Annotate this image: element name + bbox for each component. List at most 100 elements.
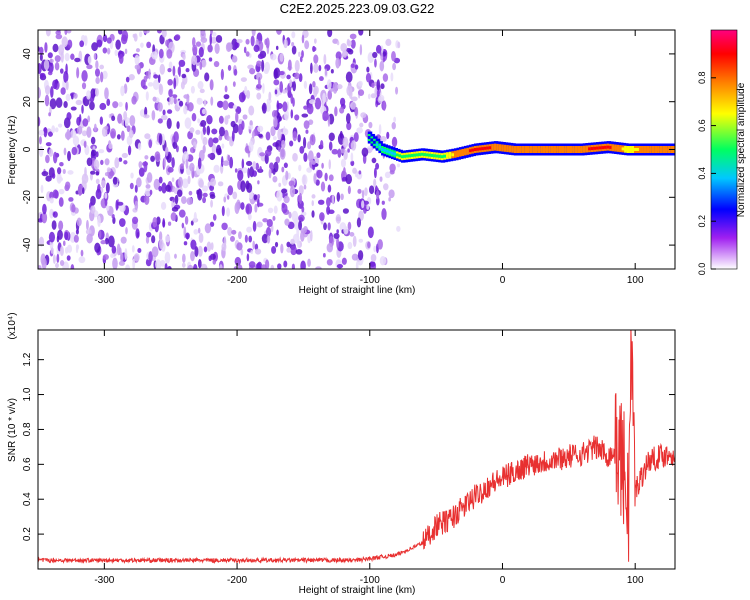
noise-speckle: [339, 107, 345, 114]
noise-speckle: [179, 163, 184, 170]
noise-speckle: [198, 179, 204, 188]
track-core: [420, 152, 426, 156]
noise-speckle: [111, 115, 116, 122]
noise-speckle: [223, 196, 227, 203]
noise-speckle: [49, 208, 54, 219]
track-core: [395, 153, 401, 157]
noise-speckle: [380, 136, 387, 143]
noise-speckle: [367, 226, 374, 239]
noise-speckle: [62, 240, 66, 247]
noise-speckle: [264, 61, 271, 73]
colorbar-tick-label: 0.2: [697, 215, 707, 228]
track-core: [624, 147, 629, 151]
noise-speckle: [138, 167, 145, 177]
track-core: [643, 148, 649, 151]
noise-speckle: [236, 242, 243, 251]
noise-speckle: [151, 235, 156, 244]
track-core: [398, 154, 403, 158]
track-core: [478, 147, 484, 151]
noise-speckle: [220, 68, 224, 81]
noise-speckle: [145, 184, 151, 189]
noise-speckle: [167, 221, 172, 226]
noise-speckle: [267, 207, 274, 214]
noise-speckle: [247, 167, 251, 179]
noise-speckle: [310, 62, 313, 74]
noise-speckle: [316, 152, 321, 159]
y-tick-label: 1.0: [22, 387, 33, 401]
track-core: [370, 138, 375, 142]
track-core: [425, 153, 431, 157]
noise-speckle: [292, 81, 297, 92]
noise-speckle: [354, 106, 358, 117]
noise-speckle: [105, 205, 110, 211]
noise-speckle: [150, 155, 155, 162]
noise-speckle: [185, 67, 190, 73]
track-core: [428, 153, 433, 157]
noise-speckle: [246, 89, 251, 99]
noise-speckle: [319, 212, 325, 222]
noise-speckle: [373, 178, 377, 188]
noise-speckle: [258, 76, 261, 88]
noise-speckle: [335, 214, 342, 224]
noise-speckle: [350, 140, 357, 151]
noise-speckle: [104, 158, 110, 166]
noise-speckle: [298, 164, 302, 172]
noise-speckle: [272, 136, 277, 141]
noise-speckle: [115, 39, 121, 50]
noise-speckle: [48, 231, 56, 243]
noise-speckle: [262, 83, 265, 94]
noise-speckle: [298, 192, 303, 205]
x-tick-label: 100: [627, 275, 644, 286]
noise-speckle: [327, 184, 332, 193]
noise-speckle: [376, 79, 381, 91]
track-core: [588, 147, 593, 151]
noise-speckle: [301, 174, 308, 186]
track-core: [659, 148, 665, 151]
noise-speckle: [83, 140, 87, 148]
noise-speckle: [349, 232, 355, 237]
track-core: [446, 154, 451, 158]
track-core: [626, 148, 632, 151]
noise-speckle: [203, 99, 207, 107]
noise-speckle: [153, 74, 159, 79]
noise-speckle: [157, 30, 162, 34]
noise-speckle: [117, 201, 124, 206]
noise-speckle: [139, 109, 146, 117]
track-core: [598, 146, 604, 150]
noise-speckle: [245, 203, 253, 215]
noise-speckle: [128, 129, 134, 139]
noise-speckle: [202, 136, 208, 146]
noise-speckle: [340, 193, 344, 201]
noise-speckle: [357, 188, 362, 194]
noise-speckle: [60, 51, 64, 63]
noise-speckle: [140, 79, 146, 89]
track-core: [519, 148, 524, 151]
noise-speckle: [111, 213, 115, 219]
noise-speckle: [265, 102, 271, 112]
noise-speckle: [171, 206, 179, 212]
noise-speckle: [369, 185, 375, 195]
noise-speckle: [120, 85, 125, 97]
noise-speckle: [252, 240, 255, 250]
noise-speckle: [261, 102, 267, 114]
noise-speckle: [306, 167, 313, 173]
noise-speckle: [49, 106, 52, 115]
noise-speckle: [191, 113, 197, 122]
noise-speckle: [197, 157, 202, 170]
noise-speckle: [177, 66, 181, 76]
noise-speckle: [165, 39, 170, 47]
noise-speckle: [51, 172, 56, 179]
noise-speckle: [190, 239, 197, 250]
noise-speckle: [58, 197, 64, 207]
track-core: [634, 148, 639, 151]
noise-speckle: [192, 141, 197, 150]
noise-speckle: [270, 126, 276, 137]
noise-speckle: [182, 53, 186, 61]
noise-speckle: [176, 189, 183, 197]
noise-speckle: [97, 215, 101, 228]
noise-speckle: [149, 189, 153, 196]
noise-speckle: [250, 249, 254, 255]
noise-speckle: [238, 231, 242, 240]
noise-speckle: [258, 133, 263, 138]
noise-speckle: [259, 165, 262, 173]
